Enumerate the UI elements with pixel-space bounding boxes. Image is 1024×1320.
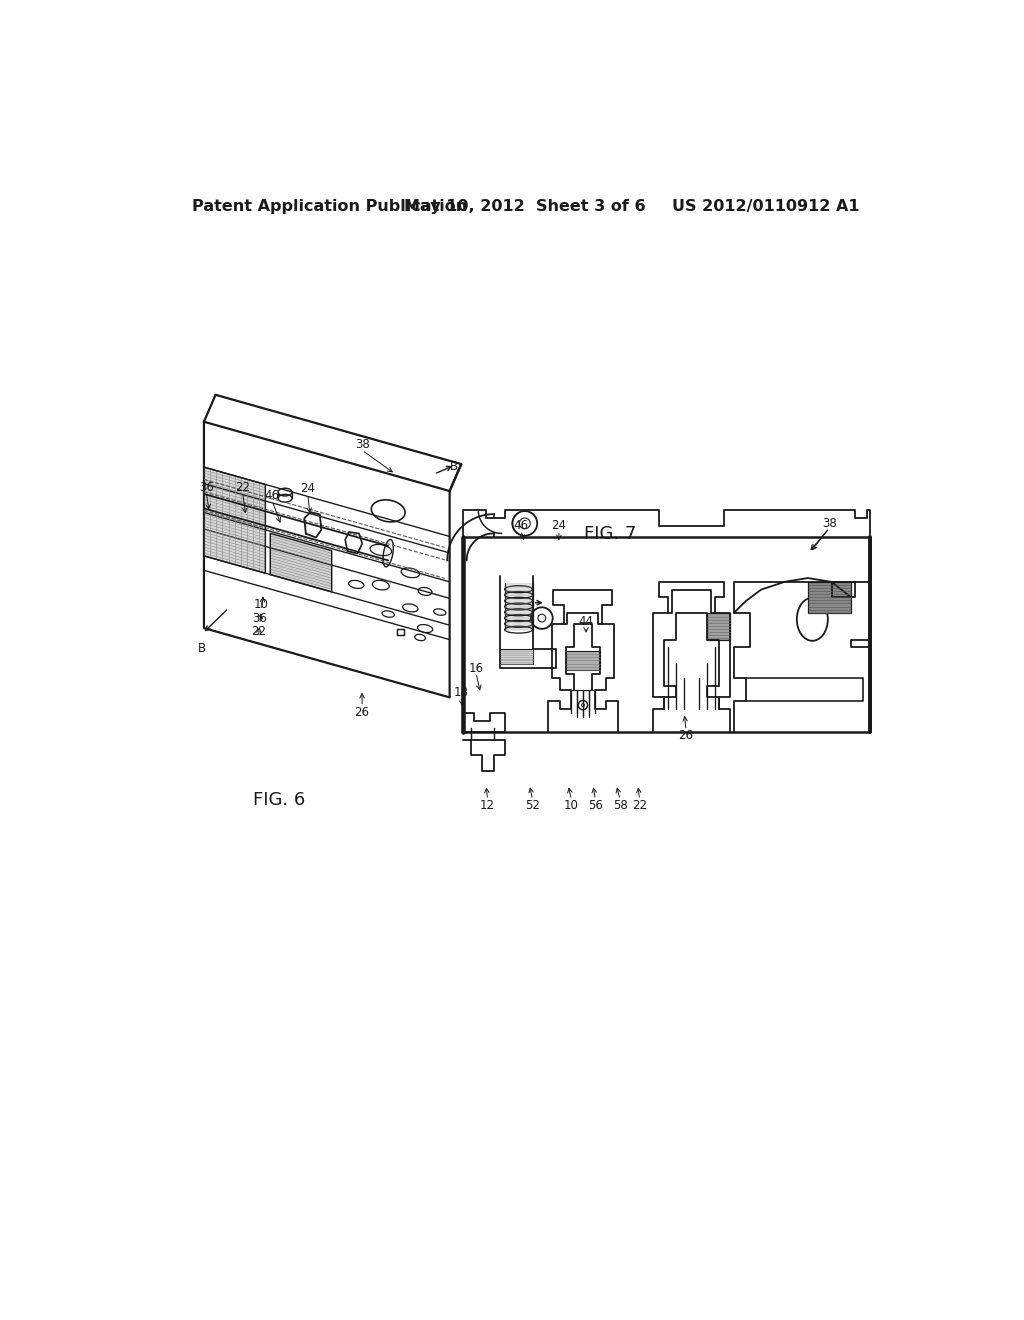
Text: 56: 56 — [588, 799, 603, 812]
Polygon shape — [204, 467, 265, 573]
Polygon shape — [270, 533, 332, 591]
Polygon shape — [500, 649, 532, 664]
Text: 12: 12 — [480, 799, 495, 812]
Text: 58: 58 — [612, 799, 628, 812]
Text: 22: 22 — [251, 626, 265, 639]
Text: B: B — [198, 643, 206, 656]
Polygon shape — [505, 583, 532, 630]
Text: 44: 44 — [579, 615, 594, 628]
Text: 26: 26 — [354, 705, 370, 718]
Text: May 10, 2012  Sheet 3 of 6: May 10, 2012 Sheet 3 of 6 — [404, 198, 645, 214]
Text: FIG. 6: FIG. 6 — [253, 791, 305, 809]
Text: 46: 46 — [264, 490, 280, 502]
Text: 10: 10 — [564, 799, 579, 812]
Text: 22: 22 — [236, 480, 250, 494]
Polygon shape — [566, 651, 600, 671]
Polygon shape — [707, 612, 730, 640]
Text: US 2012/0110912 A1: US 2012/0110912 A1 — [672, 198, 859, 214]
Text: 16: 16 — [468, 661, 483, 675]
Text: 52: 52 — [525, 799, 540, 812]
Text: 36: 36 — [252, 612, 267, 626]
Text: 24: 24 — [300, 482, 315, 495]
Text: 22: 22 — [632, 799, 647, 812]
Text: Patent Application Publication: Patent Application Publication — [191, 198, 467, 214]
Text: 38: 38 — [822, 517, 837, 529]
Text: 36: 36 — [199, 480, 214, 494]
Text: FIG. 7: FIG. 7 — [584, 525, 636, 543]
Text: B: B — [450, 459, 458, 473]
Text: 10: 10 — [254, 598, 268, 611]
Polygon shape — [809, 582, 851, 612]
Text: 38: 38 — [354, 438, 370, 451]
Text: 26: 26 — [679, 730, 693, 742]
Text: 24: 24 — [551, 519, 566, 532]
Text: 46: 46 — [513, 519, 528, 532]
Text: 18: 18 — [454, 685, 469, 698]
